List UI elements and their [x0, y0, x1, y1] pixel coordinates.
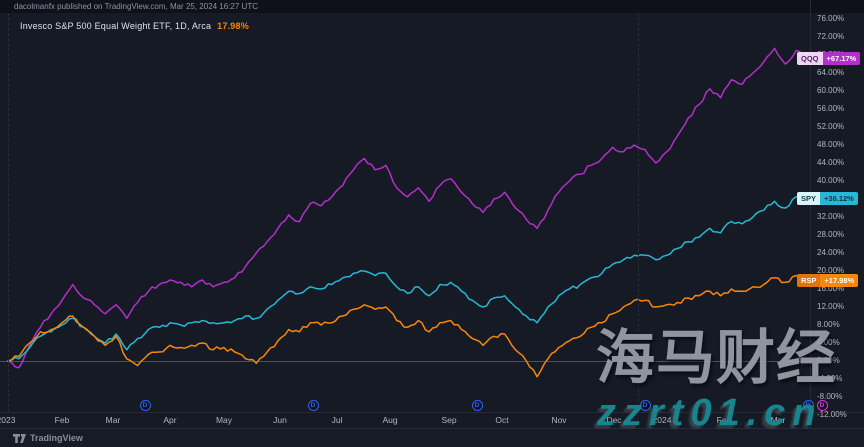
y-axis-label: -4.00%	[817, 374, 843, 383]
series-symbol-chip: RSP	[797, 273, 821, 287]
session-break-line	[8, 13, 9, 412]
series-value-chip: +17.98%	[820, 273, 859, 287]
y-axis-label: 60.00%	[817, 86, 845, 95]
y-axis-label: 4.00%	[817, 338, 840, 347]
y-axis-label: 64.00%	[817, 68, 845, 77]
interval-marker-d[interactable]: D	[139, 400, 151, 411]
series-badge-spy: SPY +36.12%	[797, 191, 858, 205]
series-symbol-chip: QQQ	[797, 52, 823, 66]
x-axis-label: Jul	[331, 415, 343, 425]
x-axis-label: 2024	[652, 415, 672, 425]
symbol-title: Invesco S&P 500 Equal Weight ETF, 1D, Ar…	[20, 21, 212, 31]
price-axis-separator	[810, 0, 811, 428]
series-badge-qqq: QQQ +67.17%	[797, 52, 861, 66]
series-value-chip: +67.17%	[822, 52, 861, 66]
y-axis-label: 76.00%	[817, 14, 845, 23]
y-axis-label: 20.00%	[817, 266, 845, 275]
y-axis-label: 44.00%	[817, 158, 845, 167]
watermark-chinese-text: 海马财经	[596, 323, 837, 392]
y-axis-label: 12.00%	[817, 302, 845, 311]
y-axis-label: 48.00%	[817, 140, 845, 149]
interval-marker-d[interactable]: D	[639, 400, 651, 411]
tradingview-logo-text: TradingView	[30, 433, 83, 443]
x-axis-label: Mar	[105, 415, 121, 425]
y-axis-label: -12.00%	[817, 410, 847, 419]
y-axis-label: 28.00%	[817, 230, 845, 239]
x-axis-label: 2023	[0, 415, 16, 425]
series-line-qqq[interactable]	[7, 47, 808, 369]
x-axis-label: Dec	[606, 415, 622, 425]
tradingview-logo-icon	[13, 433, 26, 443]
y-axis-label: 56.00%	[817, 104, 845, 113]
y-axis-label: 16.00%	[817, 284, 845, 293]
y-axis-label: 24.00%	[817, 248, 845, 257]
x-axis-label: Mar	[770, 415, 786, 425]
interval-marker-d[interactable]: D	[471, 400, 483, 411]
interval-marker-d[interactable]: D	[802, 400, 814, 411]
series-value-chip: +36.12%	[820, 191, 858, 205]
tradingview-logo[interactable]: TradingView	[13, 433, 83, 443]
y-axis-label: 32.00%	[817, 212, 845, 221]
x-axis-label: Sep	[441, 415, 457, 425]
attribution-bar: dacolmanfx published on TradingView.com,…	[0, 0, 864, 13]
y-axis-label: 40.00%	[817, 176, 845, 185]
y-axis-label: 52.00%	[817, 122, 845, 131]
x-axis-label: Nov	[551, 415, 567, 425]
symbol-change-value: 17.98%	[217, 21, 249, 31]
interval-marker-d[interactable]: D	[307, 400, 319, 411]
series-line-spy[interactable]	[7, 195, 808, 362]
x-axis-label: Feb	[716, 415, 732, 425]
interval-marker-d[interactable]: D	[816, 400, 828, 411]
x-axis-label: Aug	[382, 415, 398, 425]
y-axis-label: 72.00%	[817, 32, 845, 41]
x-axis-label: Oct	[495, 415, 509, 425]
x-axis-label: May	[215, 415, 233, 425]
bottom-bar: TradingView	[0, 428, 864, 447]
y-axis-label: -8.00%	[817, 392, 843, 401]
session-break-line	[638, 13, 639, 412]
y-axis-label: 8.00%	[817, 320, 840, 329]
series-badge-rsp: RSP +17.98%	[797, 273, 859, 287]
x-axis-label: Apr	[163, 415, 177, 425]
zero-percent-line	[0, 361, 810, 362]
x-axis-label: Feb	[54, 415, 70, 425]
attribution-text: dacolmanfx published on TradingView.com,…	[14, 2, 258, 11]
y-axis-label: 0.00%	[817, 356, 840, 365]
watermark-url-text: zzrt01.cn	[597, 392, 823, 434]
time-axis-separator	[0, 412, 864, 413]
series-symbol-chip: SPY	[797, 191, 821, 205]
x-axis-label: Jun	[273, 415, 287, 425]
symbol-header: Invesco S&P 500 Equal Weight ETF, 1D, Ar…	[20, 21, 249, 31]
